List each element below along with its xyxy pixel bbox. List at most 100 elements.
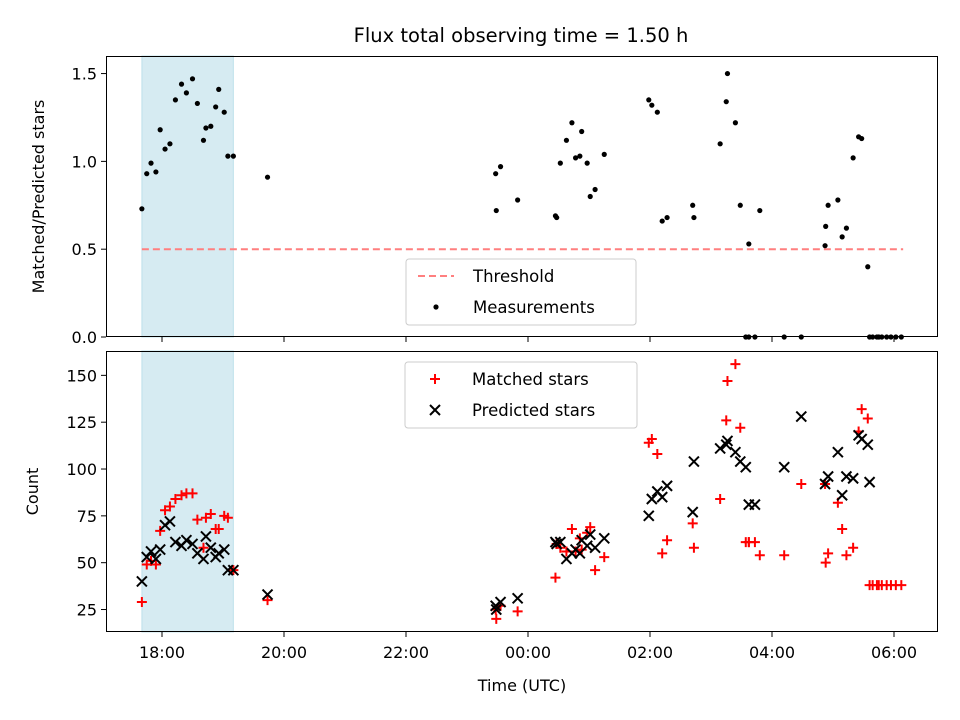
matched-point: [856, 404, 867, 415]
predicted-point: [511, 592, 524, 604]
measurement-point: [497, 164, 504, 170]
x-tick-label: 20:00: [261, 643, 307, 662]
measurement-point: [139, 206, 145, 212]
measurement-point: [592, 186, 598, 193]
matched-point: [687, 518, 698, 529]
matched-point: [721, 415, 732, 426]
matched-point: [576, 544, 587, 555]
measurement-point: [732, 120, 739, 126]
matched-point: [841, 550, 852, 561]
y-tick-label: 1.0: [72, 152, 97, 171]
predicted-point: [136, 575, 148, 588]
measurement-point: [194, 100, 200, 107]
measurement-point: [723, 99, 729, 105]
measurement-point: [225, 153, 231, 159]
matched-point: [150, 559, 161, 570]
matched-point: [164, 501, 175, 512]
matched-point: [222, 512, 233, 523]
matched-point: [176, 490, 187, 501]
legend-predicted-swatch: [429, 404, 441, 416]
ratio-ticks: 0.0 0.5 1.0 1.5: [72, 65, 895, 347]
measurement-point: [646, 97, 652, 103]
predicted-point: [643, 510, 655, 522]
ratio-axes-frame: [106, 56, 938, 337]
count-ticks: 25 50 75 100 125 150 18:00 20:00 22:00 00:00 02:00…: [66, 366, 917, 662]
measurement-point: [839, 234, 845, 240]
predicted-point: [729, 446, 742, 458]
predicted-point: [749, 498, 761, 511]
observing-window-span: [141, 55, 234, 338]
legend-box: [404, 361, 638, 429]
count-legend: Matched stars Predicted stars: [404, 361, 638, 429]
measurement-point: [850, 155, 856, 161]
predicted-point: [145, 545, 157, 558]
measurement-point: [208, 123, 214, 129]
predicted-point: [227, 564, 240, 576]
legend-label: Threshold: [472, 267, 554, 286]
measurement-point: [557, 160, 563, 166]
predicted-point: [656, 491, 668, 503]
measurement-point: [213, 104, 219, 110]
measurement-point: [823, 223, 829, 229]
predicted-point: [213, 547, 225, 560]
predicted-point: [832, 446, 844, 458]
measurement-point: [664, 214, 670, 221]
y-tick-label: 0.0: [72, 328, 97, 347]
matched-point: [585, 522, 596, 533]
measurement-point: [825, 202, 831, 208]
measurement-point: [167, 141, 173, 147]
time-x-axis-label: Time (UTC): [477, 676, 566, 695]
matched-point: [688, 542, 699, 553]
matched-point: [646, 434, 657, 445]
predicted-point: [150, 553, 162, 565]
predicted-point: [847, 472, 859, 485]
measurement-point: [554, 214, 560, 221]
matched-point: [823, 548, 834, 559]
measurement-point: [572, 155, 579, 161]
predicted-point: [180, 534, 193, 546]
legend-label: Measurements: [473, 298, 595, 317]
predicted-point: [197, 553, 210, 565]
matched-point: [730, 359, 741, 370]
predicted-point: [740, 461, 752, 473]
predicted-point: [490, 603, 502, 616]
measurement-point: [859, 135, 865, 142]
matched-point: [796, 479, 807, 490]
predicted-point: [822, 470, 834, 483]
predicted-point: [661, 480, 673, 492]
x-tick-label: 06:00: [871, 643, 917, 662]
measurement-point: [649, 102, 655, 108]
x-tick-label: 18:00: [139, 643, 185, 662]
measurement-point: [515, 197, 521, 203]
matched-point: [566, 523, 577, 534]
predicted-point: [836, 489, 848, 501]
matched-point: [136, 597, 147, 608]
predicted-point: [154, 543, 166, 556]
predicted-point: [862, 438, 874, 451]
measurement-point: [178, 81, 185, 87]
legend-label: Predicted stars: [472, 401, 595, 420]
measurement-point: [865, 264, 871, 270]
matched-point: [837, 523, 848, 534]
matched-point: [862, 413, 873, 424]
measurement-point: [757, 207, 763, 214]
y-tick-label: 125: [66, 413, 97, 432]
measurement-point: [563, 137, 570, 143]
matched-point: [896, 580, 907, 591]
predicted-point: [261, 588, 274, 601]
count-axes-frame: [106, 351, 938, 632]
x-tick-label: 22:00: [383, 643, 429, 662]
chart-title: Flux total observing time = 1.50 h: [354, 24, 689, 47]
y-tick-label: 75: [77, 507, 97, 526]
predicted-point: [646, 493, 658, 505]
count-y-axis-label: Count: [23, 468, 42, 516]
matched-point: [715, 493, 726, 504]
measurement-point: [822, 243, 828, 249]
matched-point: [657, 548, 668, 559]
y-tick-label: 0.5: [72, 240, 97, 259]
y-tick-label: 50: [77, 554, 97, 573]
predicted-point: [686, 506, 699, 518]
legend-measurement-swatch: [433, 304, 439, 310]
measurement-point: [493, 207, 499, 214]
